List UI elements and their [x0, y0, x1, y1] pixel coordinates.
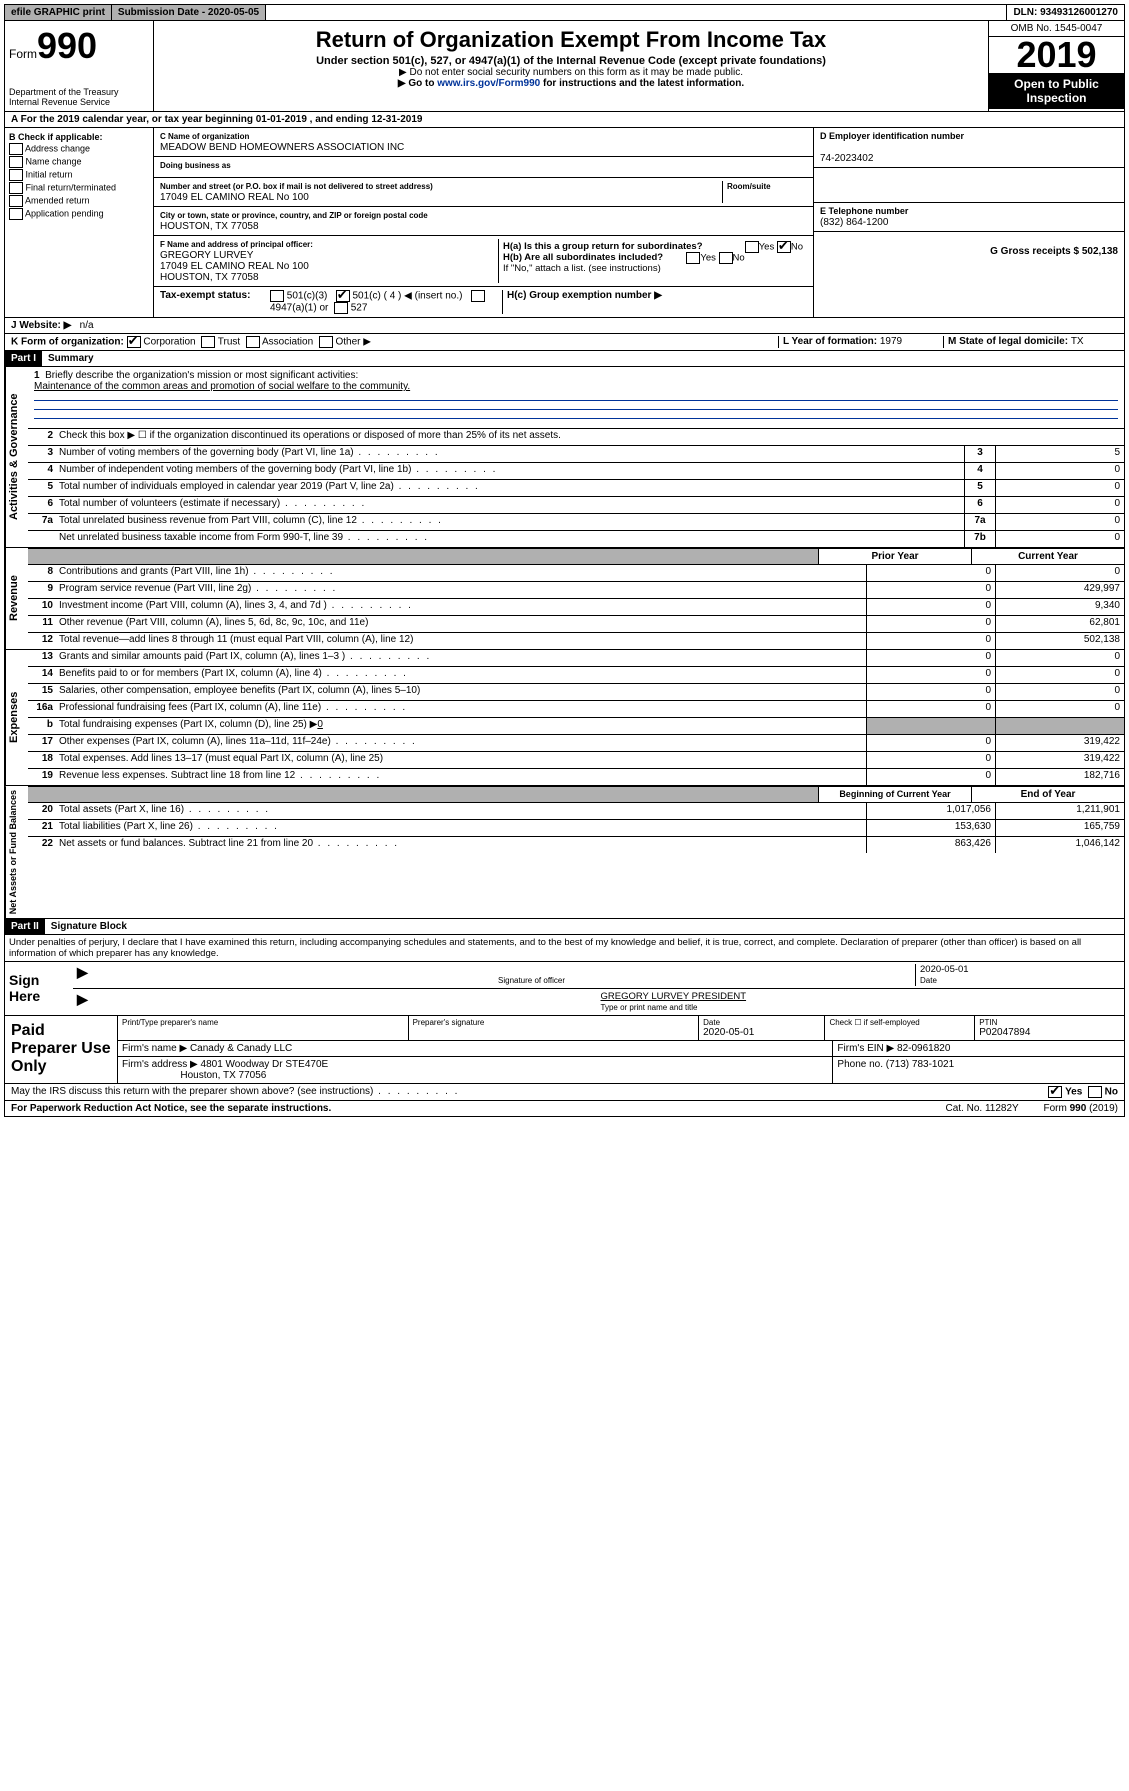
org-name: MEADOW BEND HOMEOWNERS ASSOCIATION INC: [160, 142, 404, 153]
cb-ha-no[interactable]: [777, 241, 791, 253]
irs-link[interactable]: www.irs.gov/Form990: [437, 78, 540, 89]
year-block: OMB No. 1545-0047 2019 Open to Public In…: [988, 21, 1124, 111]
cb-assoc[interactable]: [246, 336, 260, 348]
officer-name: GREGORY LURVEY: [160, 250, 253, 261]
dept-treasury: Department of the Treasury Internal Reve…: [9, 87, 149, 107]
cb-discuss-no[interactable]: [1088, 1086, 1102, 1098]
cb-address-change[interactable]: [9, 143, 23, 155]
cb-501c3[interactable]: [270, 290, 284, 302]
c13: 0: [995, 650, 1124, 666]
c17: 319,422: [995, 735, 1124, 751]
org-info: C Name of organization MEADOW BEND HOMEO…: [154, 128, 813, 317]
section-expenses: Expenses 13Grants and similar amounts pa…: [4, 650, 1125, 786]
c11: 62,801: [995, 616, 1124, 632]
form-header: Form990 Department of the Treasury Inter…: [4, 21, 1125, 112]
c10: 9,340: [995, 599, 1124, 615]
section-revenue: Revenue Prior Year Current Year 8Contrib…: [4, 548, 1125, 650]
cb-final-return[interactable]: [9, 182, 23, 194]
v7a: 0: [995, 514, 1124, 530]
cb-initial-return[interactable]: [9, 169, 23, 181]
form-title: Return of Organization Exempt From Incom…: [158, 27, 984, 53]
e21: 165,759: [995, 820, 1124, 836]
ein: 74-2023402: [820, 153, 873, 164]
section-governance: Activities & Governance 1 Briefly descri…: [4, 367, 1125, 548]
v6: 0: [995, 497, 1124, 513]
line-j: J Website: ▶ n/a: [4, 318, 1125, 334]
pp-date: 2020-05-01: [703, 1027, 754, 1038]
cb-501c[interactable]: [336, 290, 350, 302]
footer: For Paperwork Reduction Act Notice, see …: [4, 1101, 1125, 1117]
line-klm: K Form of organization: Corporation Trus…: [4, 334, 1125, 351]
b21: 153,630: [866, 820, 995, 836]
gross-receipts: 502,138: [1082, 246, 1118, 257]
c16a: 0: [995, 701, 1124, 717]
c14: 0: [995, 667, 1124, 683]
cb-ha-yes[interactable]: [745, 241, 759, 253]
org-city: HOUSTON, TX 77058: [160, 221, 259, 232]
c18: 319,422: [995, 752, 1124, 768]
firm-phone: (713) 783-1021: [886, 1059, 954, 1070]
cb-app-pending[interactable]: [9, 208, 23, 220]
top-spacer: [266, 5, 1007, 20]
c9: 429,997: [995, 582, 1124, 598]
cb-hb-yes[interactable]: [686, 252, 700, 264]
cb-corp[interactable]: [127, 336, 141, 348]
year-formation: 1979: [880, 336, 902, 347]
c15: 0: [995, 684, 1124, 700]
e20: 1,211,901: [995, 803, 1124, 819]
sign-here-block: Sign Here ▶ Signature of officer 2020-05…: [5, 962, 1124, 1015]
cb-527[interactable]: [334, 302, 348, 314]
top-bar: efile GRAPHIC print Submission Date - 20…: [4, 4, 1125, 21]
org-address: 17049 EL CAMINO REAL No 100: [160, 192, 309, 203]
check-b: B Check if applicable: Address change Na…: [5, 128, 154, 317]
b22: 863,426: [866, 837, 995, 853]
form-title-block: Return of Organization Exempt From Incom…: [154, 21, 988, 111]
efile-graphic: efile GRAPHIC print: [5, 5, 112, 20]
cb-amended[interactable]: [9, 195, 23, 207]
line-a: A For the 2019 calendar year, or tax yea…: [4, 112, 1125, 128]
c8: 0: [995, 565, 1124, 581]
cb-name-change[interactable]: [9, 156, 23, 168]
state-domicile: TX: [1071, 336, 1084, 347]
part1-header: Part I Summary: [4, 351, 1125, 367]
v5: 0: [995, 480, 1124, 496]
firm-ein: 82-0961820: [897, 1043, 950, 1054]
cb-trust[interactable]: [201, 336, 215, 348]
v3: 5: [995, 446, 1124, 462]
website: n/a: [80, 320, 94, 331]
section-netassets: Net Assets or Fund Balances Beginning of…: [4, 786, 1125, 919]
cb-other[interactable]: [319, 336, 333, 348]
sig-date: 2020-05-01: [920, 964, 969, 975]
c19: 182,716: [995, 769, 1124, 785]
dln-cell: DLN: 93493126001270: [1007, 5, 1124, 20]
c12: 502,138: [995, 633, 1124, 649]
telephone: (832) 864-1200: [820, 217, 888, 228]
part2-header: Part II Signature Block: [4, 919, 1125, 935]
form-number-block: Form990 Department of the Treasury Inter…: [5, 21, 154, 111]
cb-hb-no[interactable]: [719, 252, 733, 264]
firm-name: Canady & Canady LLC: [190, 1043, 292, 1054]
ptin: P02047894: [979, 1027, 1030, 1038]
side-degh: D Employer identification number 74-2023…: [813, 128, 1124, 317]
discuss-row: May the IRS discuss this return with the…: [4, 1084, 1125, 1101]
cb-4947[interactable]: [471, 290, 485, 302]
submission-date-cell: Submission Date - 2020-05-05: [112, 5, 266, 20]
identity-block: B Check if applicable: Address change Na…: [4, 128, 1125, 318]
b20: 1,017,056: [866, 803, 995, 819]
firm-addr1: 4801 Woodway Dr STE470E: [201, 1059, 329, 1070]
mission: Maintenance of the common areas and prom…: [34, 381, 410, 392]
paid-preparer-block: Paid Preparer Use Only Print/Type prepar…: [4, 1016, 1125, 1084]
v4: 0: [995, 463, 1124, 479]
cb-discuss-yes[interactable]: [1048, 1086, 1062, 1098]
officer-typed: GREGORY LURVEY PRESIDENT: [601, 991, 747, 1002]
e22: 1,046,142: [995, 837, 1124, 853]
perjury-declaration: Under penalties of perjury, I declare th…: [4, 935, 1125, 962]
v7b: 0: [995, 531, 1124, 547]
